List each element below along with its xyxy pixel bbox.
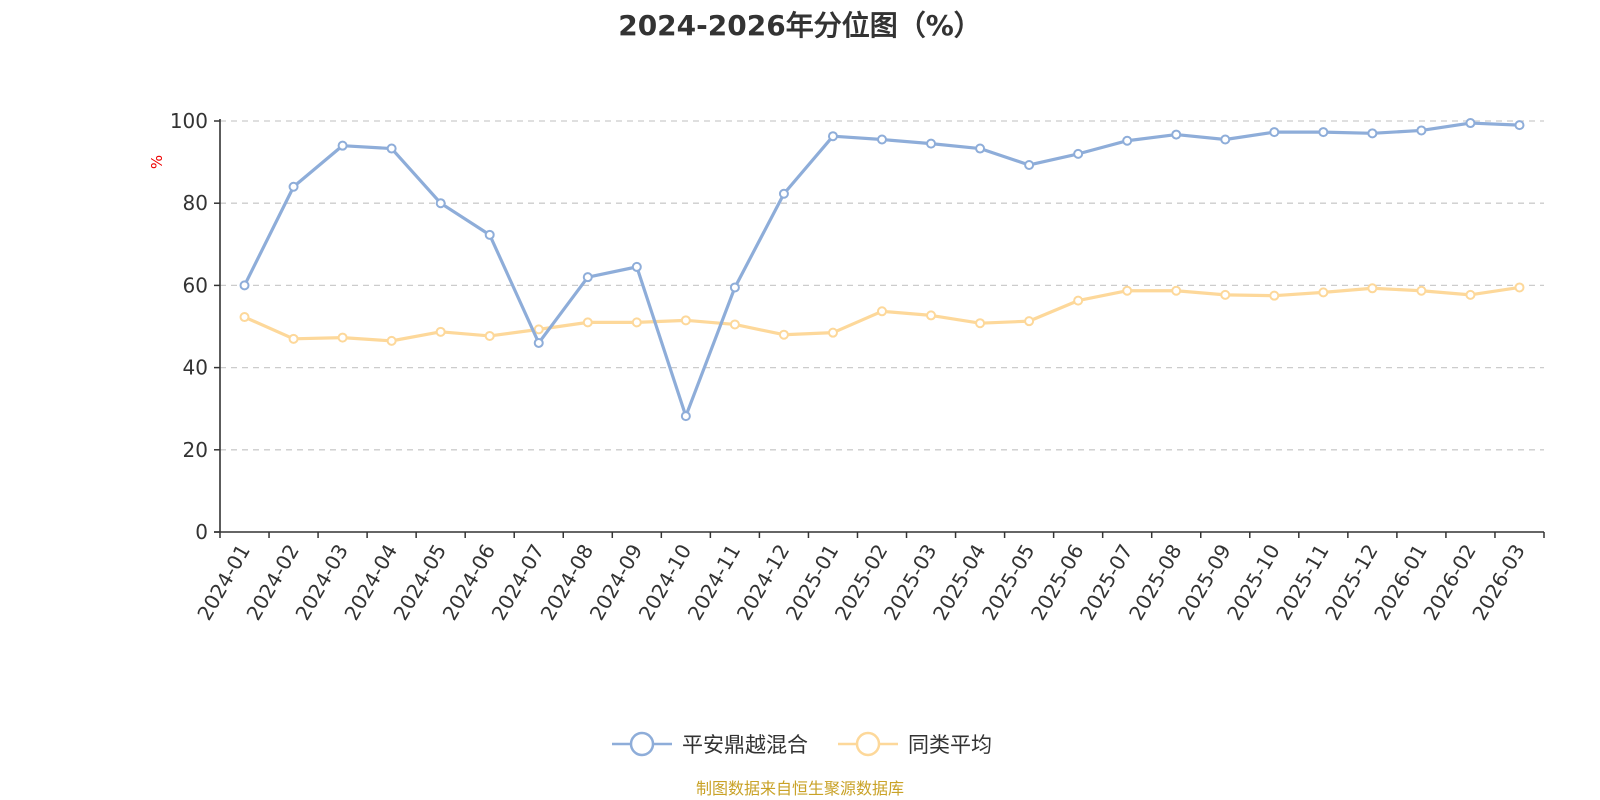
data-point	[1122, 285, 1133, 296]
data-point	[582, 272, 593, 283]
data-point	[533, 337, 544, 348]
data-point	[239, 280, 250, 291]
data-point	[1024, 316, 1035, 327]
y-axis-label: %	[148, 155, 166, 169]
legend-marker	[855, 731, 881, 757]
y-tick-label: 100	[170, 109, 208, 133]
data-point	[1416, 125, 1427, 136]
data-point	[1171, 129, 1182, 140]
y-tick-label: 60	[183, 273, 208, 297]
data-point	[975, 143, 986, 154]
data-point	[239, 312, 250, 323]
data-point	[288, 181, 299, 192]
data-point	[435, 326, 446, 337]
data-point	[778, 188, 789, 199]
data-point	[1073, 148, 1084, 159]
data-point	[1514, 282, 1525, 293]
data-point	[926, 138, 937, 149]
data-point	[337, 332, 348, 343]
data-point	[435, 198, 446, 209]
data-point	[1318, 287, 1329, 298]
source-note: 制图数据来自恒生聚源数据库	[695, 779, 904, 798]
data-point	[1269, 127, 1280, 138]
data-point	[1367, 283, 1378, 294]
data-point	[1416, 285, 1427, 296]
data-point	[729, 282, 740, 293]
data-point	[1514, 120, 1525, 131]
legend-label: 同类平均	[908, 733, 992, 757]
data-point	[729, 319, 740, 330]
data-point	[1220, 289, 1231, 300]
data-point	[1465, 289, 1476, 300]
data-point	[680, 315, 691, 326]
legend-label: 平安鼎越混合	[682, 733, 808, 757]
data-point	[337, 140, 348, 151]
data-point	[386, 143, 397, 154]
data-point	[1269, 290, 1280, 301]
data-point	[926, 310, 937, 321]
data-point	[1073, 295, 1084, 306]
y-tick-label: 80	[183, 191, 208, 215]
data-point	[533, 324, 544, 335]
data-point	[1367, 128, 1378, 139]
data-point	[386, 335, 397, 346]
y-tick-label: 40	[183, 356, 208, 380]
data-point	[680, 411, 691, 422]
data-point	[631, 317, 642, 328]
y-tick-label: 0	[195, 520, 208, 544]
data-point	[877, 306, 887, 317]
data-point	[484, 330, 495, 341]
data-point	[484, 229, 495, 240]
y-tick-label: 20	[183, 438, 208, 462]
data-point	[1024, 159, 1035, 170]
data-point	[778, 329, 789, 340]
data-point	[582, 317, 593, 328]
data-point	[975, 318, 986, 329]
legend-marker	[629, 731, 655, 757]
data-point	[1465, 118, 1476, 129]
data-point	[1220, 134, 1231, 145]
series-line	[243, 121, 1520, 418]
chart-title: 2024-2026年分位图（%）	[618, 9, 982, 42]
data-point	[288, 333, 299, 344]
data-point	[827, 327, 838, 338]
data-point	[1318, 127, 1329, 138]
data-point	[827, 131, 838, 142]
data-point	[1171, 285, 1182, 296]
data-point	[877, 134, 887, 145]
data-point	[1122, 135, 1133, 146]
data-point	[631, 261, 642, 272]
